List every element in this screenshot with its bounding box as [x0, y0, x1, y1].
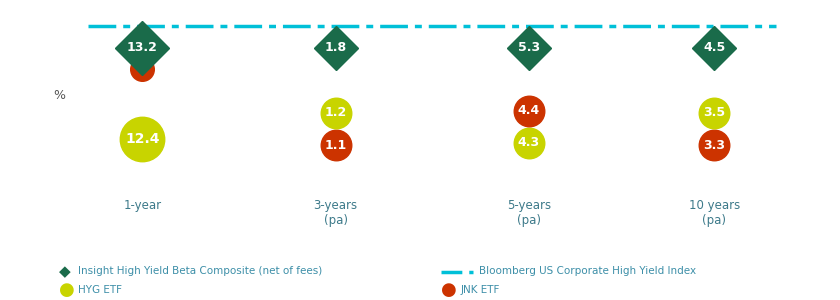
Text: 1.1: 1.1 — [324, 139, 347, 152]
Text: 3.5: 3.5 — [703, 106, 726, 119]
Text: Insight High Yield Beta Composite (net of fees): Insight High Yield Beta Composite (net o… — [78, 266, 323, 277]
Text: JNK ETF: JNK ETF — [460, 285, 500, 296]
Text: 4.5: 4.5 — [703, 41, 726, 54]
Text: 12.4: 12.4 — [125, 132, 160, 145]
Text: Bloomberg US Corporate High Yield Index: Bloomberg US Corporate High Yield Index — [479, 266, 696, 277]
Text: HYG ETF: HYG ETF — [78, 285, 122, 296]
Text: 1.2: 1.2 — [324, 106, 347, 119]
Text: 4.4: 4.4 — [517, 104, 540, 117]
Text: ●: ● — [441, 281, 457, 299]
Text: %: % — [54, 89, 66, 102]
Text: 13.2: 13.2 — [127, 41, 158, 54]
Text: 5-years
(pa): 5-years (pa) — [507, 199, 551, 227]
Text: 3.3: 3.3 — [703, 139, 725, 152]
Text: 1.8: 1.8 — [324, 41, 347, 54]
Text: 1-year: 1-year — [123, 199, 161, 212]
Text: ◆: ◆ — [59, 264, 71, 279]
Text: ●: ● — [59, 281, 75, 299]
Text: 3-years
(pa): 3-years (pa) — [313, 199, 358, 227]
Text: 4.3: 4.3 — [517, 136, 540, 149]
Text: 10 years
(pa): 10 years (pa) — [689, 199, 740, 227]
Text: 5.3: 5.3 — [517, 41, 540, 54]
